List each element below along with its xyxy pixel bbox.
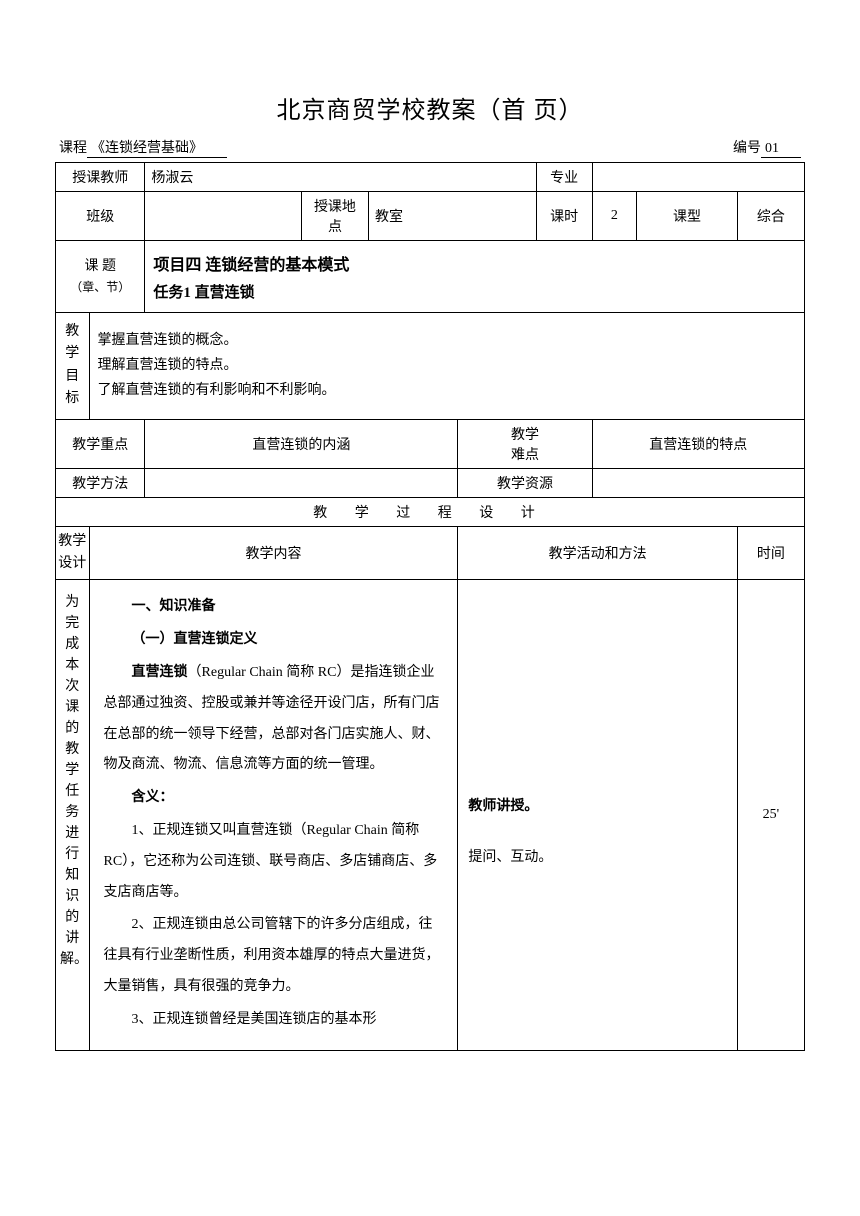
type-value: 综合 xyxy=(737,192,804,241)
row-process-header: 教 学 过 程 设 计 xyxy=(56,497,805,526)
col-time: 时间 xyxy=(737,526,804,580)
topic-label-line2: （章、节） xyxy=(62,278,138,297)
goal-line2: 理解直营连锁的特点。 xyxy=(98,353,796,378)
content-p1: 直营连锁（Regular Chain 简称 RC）是指连锁企业总部通过独资、控股… xyxy=(104,658,444,781)
diff-label: 教学 难点 xyxy=(458,419,592,468)
type-label: 课型 xyxy=(637,192,738,241)
number-field: 编号 01 xyxy=(733,137,801,158)
content-p1-lead: 直营连锁 xyxy=(132,665,188,680)
content-h3: 含义： xyxy=(104,783,444,814)
design-cell: 为完成本次课的教学任务进行知识的讲解。 xyxy=(56,580,90,1050)
row-focus: 教学重点 直营连锁的内涵 教学 难点 直营连锁的特点 xyxy=(56,419,805,468)
goal-line1: 掌握直营连锁的概念。 xyxy=(98,328,796,353)
hours-label: 课时 xyxy=(536,192,592,241)
activity-line1: 教师讲授。 xyxy=(468,792,726,823)
teacher-name: 杨淑云 xyxy=(145,163,536,192)
header-line: 课程 《连锁经营基础》 编号 01 xyxy=(55,137,805,158)
row-process-body: 为完成本次课的教学任务进行知识的讲解。 一、知识准备 （一）直营连锁定义 直营连… xyxy=(56,580,805,1050)
location-label: 授课地点 xyxy=(301,192,368,241)
process-header: 教 学 过 程 设 计 xyxy=(56,497,805,526)
row-teacher: 授课教师 杨淑云 专业 xyxy=(56,163,805,192)
method-label: 教学方法 xyxy=(56,468,145,497)
row-topic: 课 题 （章、节） 项目四 连锁经营的基本模式 任务1 直营连锁 xyxy=(56,241,805,313)
page-title: 北京商贸学校教案（首 页） xyxy=(55,90,805,125)
content-p1-rest: （Regular Chain 简称 RC）是指连锁企业总部通过独资、控股或兼并等… xyxy=(104,665,440,772)
diff-label-line1: 教学 xyxy=(464,424,585,444)
number-value: 01 xyxy=(761,141,801,158)
class-label: 班级 xyxy=(56,192,145,241)
goal-line3: 了解直营连锁的有利影响和不利影响。 xyxy=(98,378,796,403)
topic-content: 项目四 连锁经营的基本模式 任务1 直营连锁 xyxy=(145,241,805,313)
content-p4: 3、正规连锁曾经是美国连锁店的基本形 xyxy=(104,1005,444,1036)
col-content: 教学内容 xyxy=(89,526,458,580)
class-value xyxy=(145,192,301,241)
method-value xyxy=(145,468,458,497)
key-label: 教学重点 xyxy=(56,419,145,468)
goals-label: 教学目标 xyxy=(56,313,90,420)
key-value: 直营连锁的内涵 xyxy=(145,419,458,468)
content-p3: 2、正规连锁由总公司管辖下的许多分店组成，往往具有行业垄断性质，利用资本雄厚的特… xyxy=(104,910,444,1002)
diff-value: 直营连锁的特点 xyxy=(592,419,804,468)
lesson-plan-table: 授课教师 杨淑云 专业 班级 授课地点 教室 课时 2 课型 综合 课 题 （章… xyxy=(55,162,805,1051)
major-value xyxy=(592,163,804,192)
content-h1: 一、知识准备 xyxy=(104,592,444,623)
time-cell: 25' xyxy=(737,580,804,1050)
teacher-label: 授课教师 xyxy=(56,163,145,192)
activity-line2: 提问、互动。 xyxy=(468,843,726,874)
resource-value xyxy=(592,468,804,497)
course-name: 《连锁经营基础》 xyxy=(87,137,227,158)
activity-cell: 教师讲授。 提问、互动。 xyxy=(458,580,737,1050)
col-activity: 教学活动和方法 xyxy=(458,526,737,580)
content-h2: （一）直营连锁定义 xyxy=(104,625,444,656)
major-label: 专业 xyxy=(536,163,592,192)
row-method: 教学方法 教学资源 xyxy=(56,468,805,497)
resource-label: 教学资源 xyxy=(458,468,592,497)
topic-label-line1: 课 题 xyxy=(62,256,138,278)
diff-label-line2: 难点 xyxy=(464,444,585,464)
row-class: 班级 授课地点 教室 课时 2 课型 综合 xyxy=(56,192,805,241)
hours-value: 2 xyxy=(592,192,637,241)
col-design: 教学设计 xyxy=(56,526,90,580)
row-goals: 教学目标 掌握直营连锁的概念。 理解直营连锁的特点。 了解直营连锁的有利影响和不… xyxy=(56,313,805,420)
topic-subtitle: 任务1 直营连锁 xyxy=(153,281,796,302)
content-cell: 一、知识准备 （一）直营连锁定义 直营连锁（Regular Chain 简称 R… xyxy=(89,580,458,1050)
course-field: 课程 《连锁经营基础》 xyxy=(59,137,227,158)
course-label: 课程 xyxy=(59,137,87,157)
goals-content: 掌握直营连锁的概念。 理解直营连锁的特点。 了解直营连锁的有利影响和不利影响。 xyxy=(89,313,804,420)
topic-label: 课 题 （章、节） xyxy=(56,241,145,313)
location-value: 教室 xyxy=(368,192,536,241)
row-process-cols: 教学设计 教学内容 教学活动和方法 时间 xyxy=(56,526,805,580)
number-label: 编号 xyxy=(733,137,761,157)
topic-title: 项目四 连锁经营的基本模式 xyxy=(153,251,796,275)
content-p2: 1、正规连锁又叫直营连锁（Regular Chain 简称 RC），它还称为公司… xyxy=(104,816,444,908)
